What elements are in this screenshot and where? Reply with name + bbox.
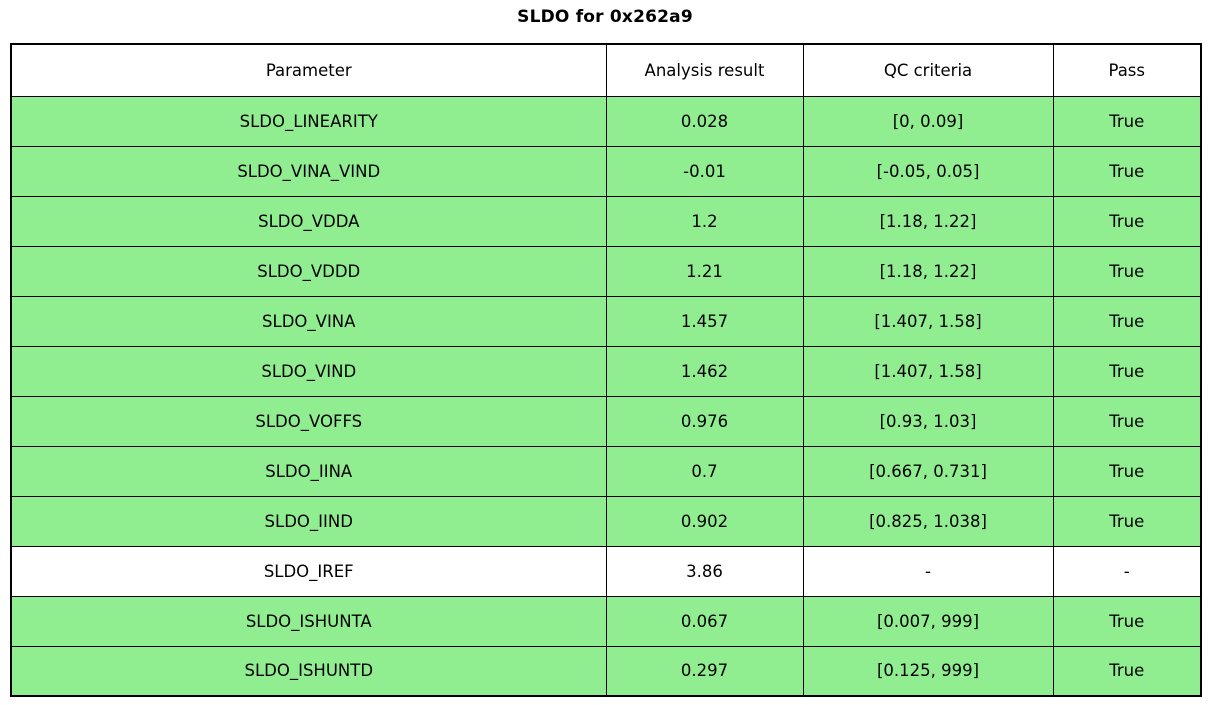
table-row: SLDO_IIND 0.902 [0.825, 1.038] True	[10, 495, 1202, 547]
page-title: SLDO for 0x262a9	[517, 7, 693, 27]
cell-parameter: SLDO_VINA	[10, 295, 607, 347]
column-header-pass: Pass	[1052, 43, 1202, 97]
cell-analysis-result: 0.297	[605, 645, 804, 697]
column-header-qc-criteria: QC criteria	[802, 43, 1054, 97]
cell-analysis-result: 1.457	[605, 295, 804, 347]
cell-analysis-result: -0.01	[605, 145, 804, 197]
table-row: SLDO_LINEARITY 0.028 [0, 0.09] True	[10, 95, 1202, 147]
table-row: SLDO_VDDD 1.21 [1.18, 1.22] True	[10, 245, 1202, 297]
cell-parameter: SLDO_ISHUNTA	[10, 595, 607, 647]
cell-qc-criteria: [0.007, 999]	[802, 595, 1054, 647]
cell-parameter: SLDO_IREF	[10, 545, 607, 597]
cell-qc-criteria: [1.18, 1.22]	[802, 245, 1054, 297]
cell-analysis-result: 3.86	[605, 545, 804, 597]
table-row: SLDO_VIND 1.462 [1.407, 1.58] True	[10, 345, 1202, 397]
cell-analysis-result: 0.976	[605, 395, 804, 447]
cell-analysis-result: 0.028	[605, 95, 804, 147]
cell-pass: True	[1052, 95, 1202, 147]
cell-parameter: SLDO_VDDA	[10, 195, 607, 247]
cell-qc-criteria: [0.825, 1.038]	[802, 495, 1054, 547]
cell-pass: True	[1052, 645, 1202, 697]
cell-qc-criteria: [1.18, 1.22]	[802, 195, 1054, 247]
cell-analysis-result: 1.21	[605, 245, 804, 297]
cell-parameter: SLDO_ISHUNTD	[10, 645, 607, 697]
table-row: SLDO_ISHUNTD 0.297 [0.125, 999] True	[10, 645, 1202, 697]
cell-parameter: SLDO_VINA_VIND	[10, 145, 607, 197]
table-header: Parameter Analysis result QC criteria Pa…	[10, 43, 1202, 97]
cell-qc-criteria: [0, 0.09]	[802, 95, 1054, 147]
cell-parameter: SLDO_IINA	[10, 445, 607, 497]
column-header-analysis-result: Analysis result	[605, 43, 804, 97]
cell-qc-criteria: [0.667, 0.731]	[802, 445, 1054, 497]
cell-pass: True	[1052, 145, 1202, 197]
cell-pass: True	[1052, 245, 1202, 297]
table-row: SLDO_VDDA 1.2 [1.18, 1.22] True	[10, 195, 1202, 247]
cell-parameter: SLDO_VOFFS	[10, 395, 607, 447]
cell-pass: True	[1052, 595, 1202, 647]
cell-analysis-result: 1.2	[605, 195, 804, 247]
cell-parameter: SLDO_LINEARITY	[10, 95, 607, 147]
column-header-parameter: Parameter	[10, 43, 607, 97]
cell-analysis-result: 1.462	[605, 345, 804, 397]
table-row: SLDO_VINA_VIND -0.01 [-0.05, 0.05] True	[10, 145, 1202, 197]
cell-qc-criteria: [0.93, 1.03]	[802, 395, 1054, 447]
cell-pass: True	[1052, 445, 1202, 497]
qc-results-table: Parameter Analysis result QC criteria Pa…	[10, 43, 1202, 697]
cell-analysis-result: 0.067	[605, 595, 804, 647]
cell-pass: True	[1052, 195, 1202, 247]
table-row: SLDO_IINA 0.7 [0.667, 0.731] True	[10, 445, 1202, 497]
cell-pass: True	[1052, 345, 1202, 397]
cell-analysis-result: 0.7	[605, 445, 804, 497]
cell-parameter: SLDO_VIND	[10, 345, 607, 397]
cell-qc-criteria: -	[802, 545, 1054, 597]
cell-pass: True	[1052, 295, 1202, 347]
cell-qc-criteria: [-0.05, 0.05]	[802, 145, 1054, 197]
cell-pass: True	[1052, 395, 1202, 447]
cell-pass: -	[1052, 545, 1202, 597]
cell-parameter: SLDO_IIND	[10, 495, 607, 547]
table-row: SLDO_ISHUNTA 0.067 [0.007, 999] True	[10, 595, 1202, 647]
cell-qc-criteria: [1.407, 1.58]	[802, 345, 1054, 397]
table-row: SLDO_VINA 1.457 [1.407, 1.58] True	[10, 295, 1202, 347]
cell-pass: True	[1052, 495, 1202, 547]
cell-qc-criteria: [1.407, 1.58]	[802, 295, 1054, 347]
cell-parameter: SLDO_VDDD	[10, 245, 607, 297]
table-body: SLDO_LINEARITY 0.028 [0, 0.09] True SLDO…	[10, 95, 1202, 697]
cell-analysis-result: 0.902	[605, 495, 804, 547]
table-row: SLDO_VOFFS 0.976 [0.93, 1.03] True	[10, 395, 1202, 447]
table-row: SLDO_IREF 3.86 - -	[10, 545, 1202, 597]
table-header-row: Parameter Analysis result QC criteria Pa…	[10, 43, 1202, 97]
cell-qc-criteria: [0.125, 999]	[802, 645, 1054, 697]
